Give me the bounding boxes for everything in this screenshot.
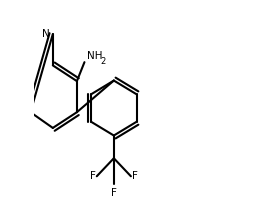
- Text: F: F: [132, 171, 138, 181]
- Text: F: F: [90, 171, 96, 181]
- Text: NH: NH: [87, 51, 103, 61]
- Text: F: F: [111, 188, 117, 198]
- Text: N: N: [42, 29, 50, 39]
- Text: 2: 2: [100, 57, 106, 66]
